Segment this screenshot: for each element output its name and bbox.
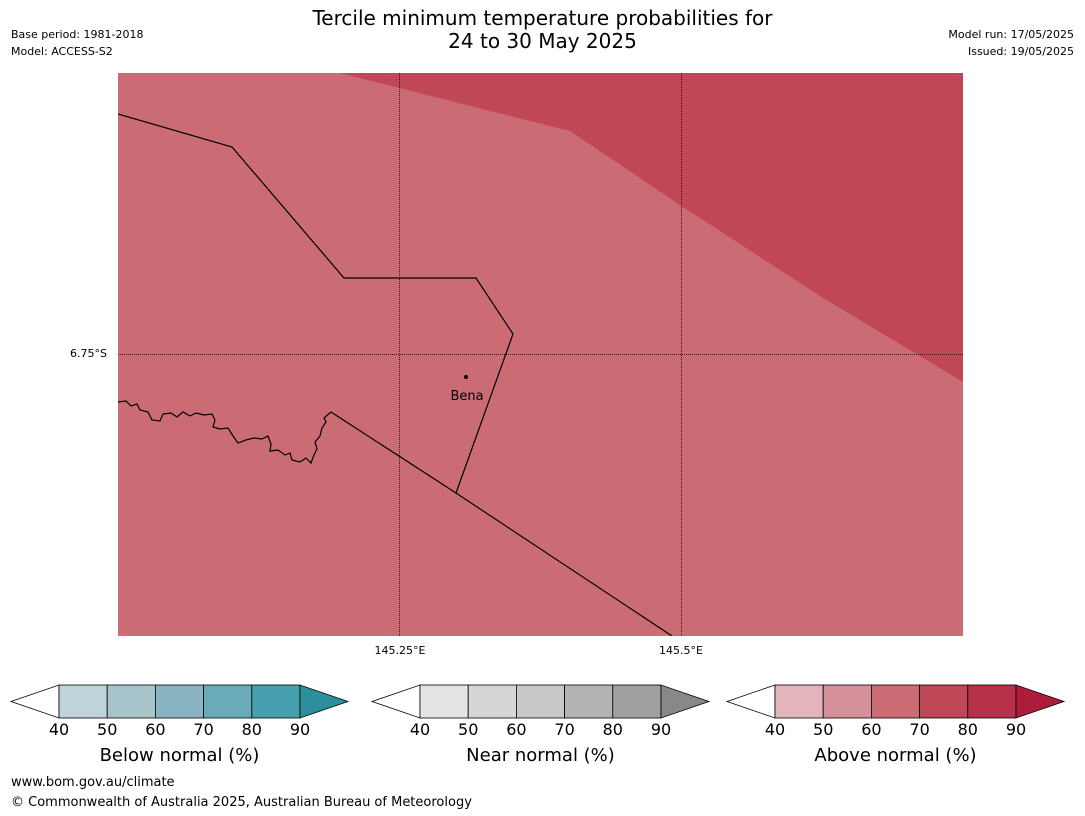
colorbar-tick-label: 40 [764,720,786,739]
longitude-label-145-5: 145.5°E [659,644,703,657]
colorbar-tick-label: 70 [193,720,214,739]
colorbar-tick-label: 60 [861,720,882,739]
colorbar-tick-label: 40 [48,720,70,739]
colorbar-segment [251,684,301,719]
colorbar-tick-label: 90 [289,720,311,739]
province-boundary-south [330,411,673,636]
colorbar-tick-label: 90 [1005,720,1027,739]
colorbar-segment [419,684,469,719]
colorbar-segment [774,684,824,719]
colorbar-tick-label: 50 [458,720,479,739]
colorbar-low-extension [725,684,776,719]
colorbar-title-below: Below normal (%) [99,745,260,766]
colorbar-segment [203,684,253,719]
colorbar-segment [154,684,204,719]
metadata-left: Base period: 1981-2018 Model: ACCESS-S2 [11,26,143,60]
colorbar-below [9,684,350,719]
bena-marker [464,375,468,379]
colorbar-tick-label: 70 [554,720,575,739]
colorbar-segment [564,684,614,719]
metadata-right: Model run: 17/05/2025 Issued: 19/05/2025 [948,26,1074,60]
colorbar-tick-label: 90 [650,720,672,739]
colorbar-tick-label: 80 [602,720,623,739]
map-title: Tercile minimum temperature probabilitie… [0,7,1085,53]
river-coastline [118,400,332,465]
footer-copyright: © Commonwealth of Australia 2025, Austra… [11,795,472,810]
colorbar-segment [919,684,969,719]
model-run: Model run: 17/05/2025 [948,28,1074,41]
colorbar-title-near: Near normal (%) [466,745,615,766]
colorbar-near [370,684,711,719]
colorbar-segment [58,684,108,719]
colorbar-segment [106,684,156,719]
colorbar-high-extension [660,684,711,719]
latitude-label: 6.75°S [70,347,107,360]
colorbar-low-extension [9,684,60,719]
colorbar-tick-label: 60 [145,720,166,739]
colorbar-segment [516,684,566,719]
colorbar-segment [871,684,921,719]
colorbar-segment [967,684,1017,719]
colorbar-tick-label: 80 [957,720,978,739]
footer-url[interactable]: www.bom.gov.au/climate [11,775,175,790]
bena-label: Bena [450,389,483,404]
colorbar-high-extension [1015,684,1066,719]
colorbar-tick-label: 50 [97,720,118,739]
title-line-2: 24 to 30 May 2025 [448,29,637,53]
colorbar-title-above: Above normal (%) [814,745,977,766]
issued-date: Issued: 19/05/2025 [967,45,1074,58]
base-period: Base period: 1981-2018 [11,28,144,41]
colorbar-segment [467,684,517,719]
model-name: Model: ACCESS-S2 [11,45,113,58]
colorbar-tick-label: 50 [813,720,834,739]
colorbar-tick-label: 60 [506,720,527,739]
title-line-1: Tercile minimum temperature probabilitie… [312,6,773,30]
colorbar-low-extension [370,684,421,719]
colorbar-tick-label: 40 [409,720,431,739]
colorbar-segment [612,684,662,719]
colorbar-above [725,684,1066,719]
colorbar-segment [822,684,872,719]
colorbar-high-extension [299,684,350,719]
probability-area-80-90 [340,73,963,382]
colorbar-tick-label: 80 [241,720,262,739]
longitude-label-145-25: 145.25°E [374,644,426,657]
province-boundary [118,113,514,494]
colorbar-tick-label: 70 [909,720,930,739]
